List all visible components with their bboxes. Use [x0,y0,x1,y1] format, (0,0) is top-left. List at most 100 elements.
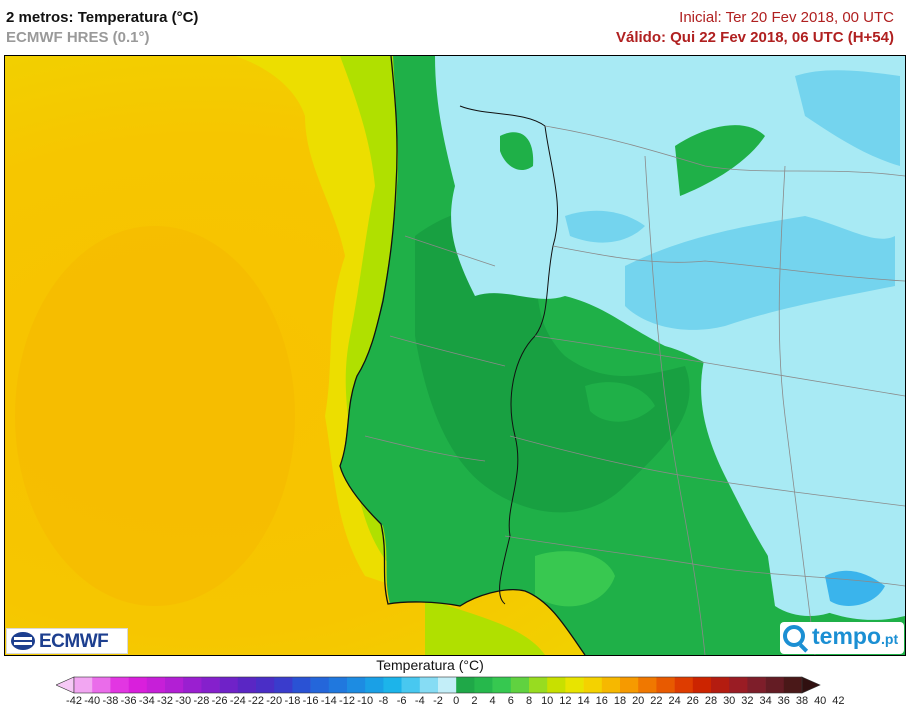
cold-region-east [701,336,905,620]
scale-swatch [747,677,766,693]
scale-tick-label: -2 [433,695,443,707]
scale-tick-label: 24 [668,695,681,707]
scale-swatch [128,677,148,693]
scale-swatch [729,677,748,693]
ecmwf-logo: ECMWF [6,628,128,654]
scale-swatch [692,677,712,693]
scale-tick-label: -20 [266,695,283,707]
scale-tick-label: 4 [489,695,496,707]
scale-tick-label: -36 [120,695,137,707]
scale-tick-label: 36 [777,695,790,707]
region-borders [364,125,905,655]
scale-tick-label: 32 [741,695,754,707]
scale-swatch [165,677,184,693]
scale-swatch [383,677,402,693]
scale-tick-label: 38 [795,695,809,707]
scale-swatch [783,677,803,693]
scale-swatch [256,677,275,693]
scale-tick-label: -42 [66,695,82,707]
scale-tick-label: -24 [229,695,246,707]
scale-tick-label: 2 [471,695,478,707]
scale-swatch [510,677,530,693]
scale-tick-label: 6 [507,695,514,707]
scale-tick-label: -34 [138,695,155,707]
scale-swatch [765,677,785,693]
scale-tick-label: 16 [595,695,608,707]
scale-swatch [620,677,639,693]
scale-swatch [201,677,220,693]
scale-swatch [638,677,657,693]
scale-swatch [583,677,603,693]
scale-tick-label: -38 [102,695,119,707]
scale-swatch [219,677,239,693]
scale-swatch [310,677,330,693]
scale-swatch [74,677,93,693]
scale-swatch [492,677,512,693]
scale-tick-label: -10 [357,695,374,707]
scale-outline [73,676,803,694]
tempo-logo-suffix: .pt [881,631,899,647]
green-patch-center [585,382,655,422]
ecmwf-logo-icon [11,632,35,650]
scale-swatch [547,677,566,693]
scale-tick-label: 26 [686,695,699,707]
scale-tick-label: 14 [577,695,590,707]
scale-swatch [565,677,584,693]
scale-swatch [237,677,257,693]
scale-swatch [110,677,129,693]
scale-tick-label: -26 [211,695,228,707]
scale-swatch [92,677,111,693]
very-cold-streak-3 [565,210,645,243]
color-scale-bar [56,676,821,694]
scale-tick-label: -30 [175,695,192,707]
very-cold-streak-1 [625,216,895,330]
scale-swatch [529,677,548,693]
scale-tick-label: 20 [632,695,645,707]
scale-tick-label: 42 [832,695,845,707]
scale-swatch [347,677,366,693]
very-cold-southeast [825,570,885,606]
very-cold-streak-2 [795,70,900,166]
scale-tick-label: 30 [723,695,736,707]
scale-tick-label: -6 [396,695,407,707]
tempo-logo: tempo.pt [780,622,904,654]
scale-tick-label: 8 [525,695,533,707]
tempo-logo-main: tempo [812,623,881,649]
green-patch-ne [675,125,765,196]
temperature-map[interactable] [4,55,906,656]
scale-tick-label: -18 [284,695,301,707]
scale-swatch [183,677,202,693]
model-name: ECMWF HRES (0.1°) [6,29,150,46]
ecmwf-logo-text: ECMWF [39,631,109,652]
header-left: 2 metros: Temperatura (°C) ECMWF HRES (0… [6,8,198,48]
map-title: 2 metros: Temperatura (°C) [6,9,199,26]
scale-swatch [438,677,457,693]
scale-arrow-right [801,676,821,694]
scale-tick-label: 40 [814,695,827,707]
scale-tick-label: 34 [759,695,772,707]
scale-tick-label: 10 [541,695,554,707]
scale-swatch [419,677,439,693]
scale-swatch [601,677,621,693]
scale-tick-label: 22 [650,695,663,707]
warm-sea-blob [15,226,295,606]
scale-tick-label: -12 [339,695,355,707]
scale-tick-label: -16 [302,695,319,707]
scale-tick-label: -40 [84,695,101,707]
scale-arrow-left [56,676,75,694]
tempo-logo-text: tempo.pt [812,623,898,650]
coastline [339,56,586,655]
scale-tick-label: -28 [193,695,210,707]
scale-swatch [328,677,348,693]
scale-swatch [456,677,475,693]
scale-swatch [401,677,421,693]
magnifier-icon [783,625,805,647]
scale-tick-label: -22 [248,695,264,707]
scale-tick-label: 28 [704,695,718,707]
scale-tick-label: -4 [414,695,425,707]
initial-time: Inicial: Ter 20 Fev 2018, 00 UTC [679,9,894,26]
scale-swatch [474,677,493,693]
scale-swatch [365,677,384,693]
scale-swatch [656,677,675,693]
header-right: Inicial: Ter 20 Fev 2018, 00 UTC Válido:… [616,8,894,48]
